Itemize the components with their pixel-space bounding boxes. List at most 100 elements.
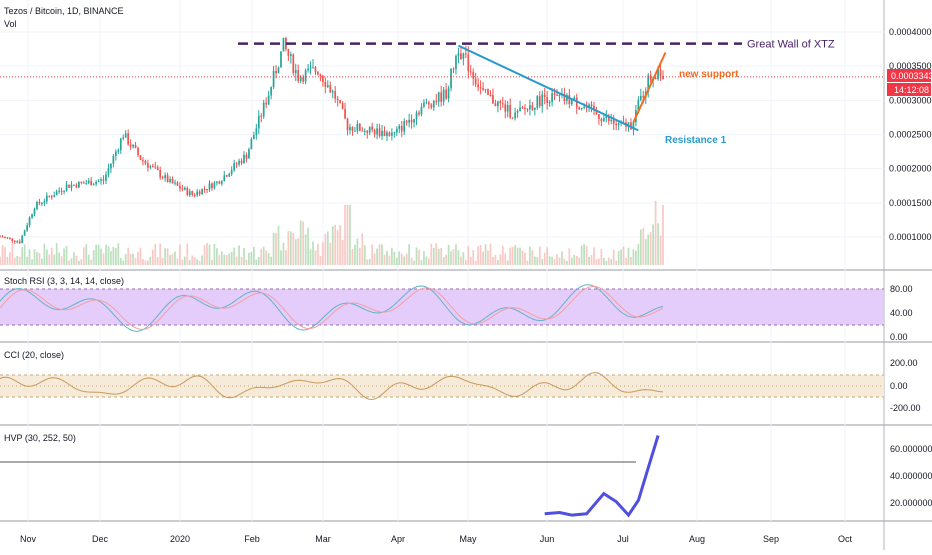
candle-body bbox=[50, 196, 53, 198]
volume-bar bbox=[322, 242, 324, 265]
price-candle bbox=[260, 113, 263, 123]
candle-body bbox=[63, 190, 65, 192]
candle-body bbox=[326, 85, 329, 87]
price-candle bbox=[395, 126, 398, 136]
price-candle bbox=[615, 119, 618, 131]
price-candle bbox=[45, 192, 48, 205]
candle-body bbox=[435, 101, 438, 103]
candle-body bbox=[110, 163, 112, 169]
price-candle bbox=[457, 47, 460, 64]
volume-bar bbox=[73, 252, 75, 265]
volume-bar bbox=[413, 260, 415, 265]
volume-bar bbox=[176, 258, 179, 265]
candle-body bbox=[398, 125, 401, 129]
candle-body bbox=[533, 107, 536, 110]
volume-bar bbox=[16, 255, 19, 265]
price-candle bbox=[4, 236, 6, 239]
volume-bar bbox=[477, 246, 480, 265]
price-candle bbox=[1, 235, 4, 238]
volume-bars bbox=[0, 200, 664, 265]
volume-bar bbox=[292, 232, 295, 265]
candle-body bbox=[378, 128, 381, 137]
price-tick-label: 0.0002500 bbox=[889, 130, 932, 140]
candle-body bbox=[425, 102, 428, 104]
volume-bar bbox=[186, 243, 189, 265]
volume-bar bbox=[149, 256, 152, 265]
price-candle bbox=[302, 74, 305, 85]
volume-bar bbox=[92, 250, 95, 265]
volume-bar bbox=[41, 258, 43, 265]
candle-body bbox=[129, 144, 132, 147]
volume-bar bbox=[159, 243, 162, 265]
price-candle bbox=[469, 64, 472, 76]
price-candle bbox=[250, 137, 253, 150]
price-candle bbox=[196, 188, 199, 198]
candle-body bbox=[430, 104, 433, 108]
price-candle bbox=[573, 95, 576, 100]
price-candle bbox=[220, 180, 223, 186]
price-candle bbox=[139, 154, 142, 161]
volume-bar bbox=[450, 251, 452, 265]
volume-bar bbox=[174, 251, 176, 265]
price-candle bbox=[107, 163, 110, 178]
price-candle bbox=[267, 90, 270, 106]
volume-bar bbox=[368, 258, 371, 265]
resistance-line[interactable] bbox=[458, 44, 639, 132]
volume-bar bbox=[644, 239, 647, 265]
candle-body bbox=[504, 104, 507, 112]
candle-body bbox=[70, 184, 73, 188]
price-candle bbox=[208, 180, 211, 192]
candle-body bbox=[442, 89, 445, 102]
price-candle bbox=[622, 115, 625, 124]
volume-bar bbox=[95, 244, 97, 265]
candle-body bbox=[373, 129, 376, 135]
volume-bar bbox=[329, 242, 332, 265]
candle-body bbox=[487, 89, 489, 95]
cci-tick-0: 0.00 bbox=[890, 381, 908, 391]
volume-bar bbox=[610, 259, 613, 265]
price-candle bbox=[492, 88, 494, 104]
candle-body bbox=[536, 96, 539, 108]
volume-bar bbox=[570, 257, 573, 265]
volume-bar bbox=[519, 247, 521, 265]
volume-bar bbox=[334, 224, 337, 265]
volume-bar bbox=[63, 248, 65, 265]
volume-bar bbox=[257, 256, 260, 265]
candle-body bbox=[381, 130, 383, 137]
volume-bar bbox=[114, 248, 117, 265]
price-candle bbox=[494, 99, 497, 107]
candle-body bbox=[336, 98, 339, 101]
price-candle bbox=[602, 114, 605, 123]
price-candle bbox=[499, 99, 502, 111]
candle-body bbox=[642, 95, 645, 98]
price-candle bbox=[65, 180, 68, 192]
candle-body bbox=[206, 188, 208, 190]
volume-bar bbox=[55, 243, 58, 265]
volume-bar bbox=[191, 255, 194, 265]
price-candle bbox=[129, 139, 132, 150]
candle-body bbox=[344, 109, 346, 119]
volume-bar bbox=[563, 258, 566, 265]
candle-body bbox=[610, 119, 613, 122]
candle-body bbox=[21, 235, 24, 244]
candle-body bbox=[292, 54, 295, 74]
volume-bar bbox=[615, 260, 618, 265]
price-candle bbox=[218, 180, 221, 185]
price-tick-label: 0.0001000 bbox=[889, 232, 932, 242]
volume-bar bbox=[220, 251, 223, 265]
volume-bar bbox=[516, 247, 519, 265]
price-candle bbox=[474, 72, 477, 88]
candle-body bbox=[285, 37, 287, 50]
support-line[interactable] bbox=[632, 52, 667, 123]
volume-bar bbox=[452, 249, 455, 265]
volume-bar bbox=[341, 239, 344, 265]
candle-body bbox=[484, 89, 487, 91]
volume-bar bbox=[398, 251, 401, 265]
candle-body bbox=[225, 175, 228, 177]
volume-bar bbox=[381, 244, 383, 265]
volume-bar bbox=[156, 257, 159, 265]
price-candle bbox=[60, 187, 63, 196]
candle-body bbox=[460, 53, 462, 59]
candle-body bbox=[287, 49, 290, 56]
price-tick-label: 0.0003000 bbox=[889, 95, 932, 105]
